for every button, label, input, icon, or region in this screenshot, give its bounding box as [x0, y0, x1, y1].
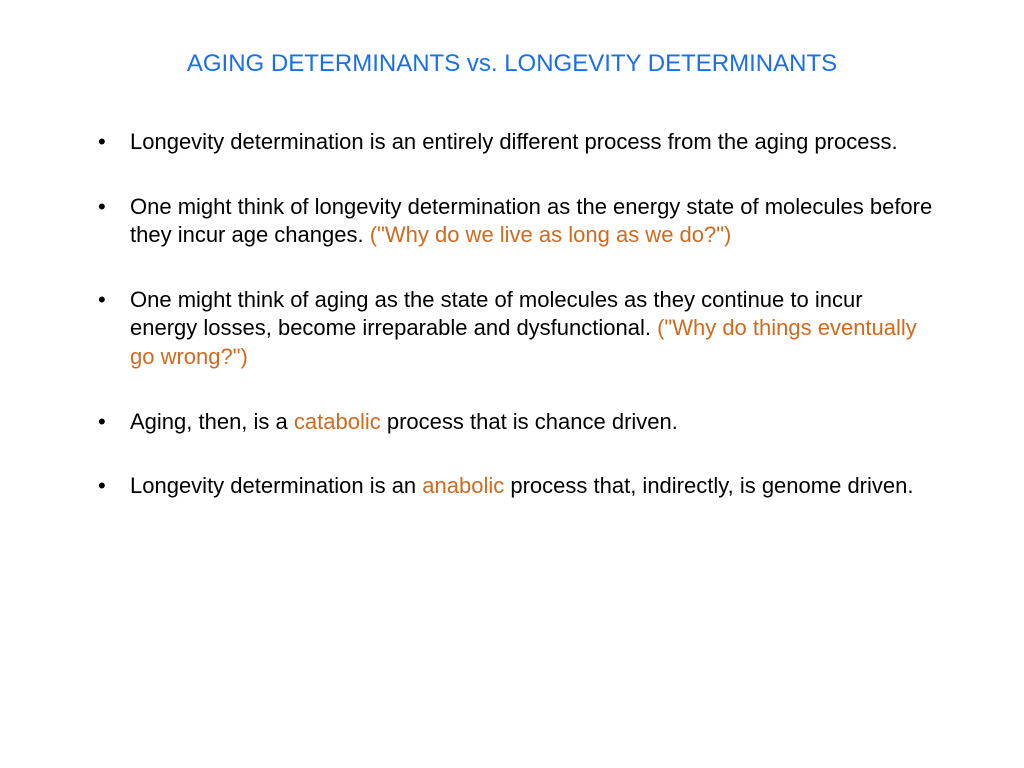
bullet-text-accent: anabolic	[422, 473, 504, 498]
bullet-item: One might think of aging as the state of…	[90, 286, 934, 372]
bullet-item: Longevity determination is an anabolic p…	[90, 472, 934, 501]
bullet-item: Longevity determination is an entirely d…	[90, 128, 934, 157]
bullet-text: Longevity determination is an entirely d…	[130, 129, 898, 154]
bullet-list: Longevity determination is an entirely d…	[90, 128, 934, 501]
slide-title: AGING DETERMINANTS vs. LONGEVITY DETERMI…	[90, 50, 934, 78]
bullet-text-accent: ("Why do we live as long as we do?")	[370, 222, 732, 247]
slide-container: AGING DETERMINANTS vs. LONGEVITY DETERMI…	[0, 0, 1024, 768]
bullet-item: Aging, then, is a catabolic process that…	[90, 408, 934, 437]
bullet-item: One might think of longevity determinati…	[90, 193, 934, 250]
bullet-text: Aging, then, is a	[130, 409, 294, 434]
bullet-text: process that is chance driven.	[381, 409, 678, 434]
bullet-text-accent: catabolic	[294, 409, 381, 434]
bullet-text: process that, indirectly, is genome driv…	[504, 473, 913, 498]
bullet-text: Longevity determination is an	[130, 473, 422, 498]
